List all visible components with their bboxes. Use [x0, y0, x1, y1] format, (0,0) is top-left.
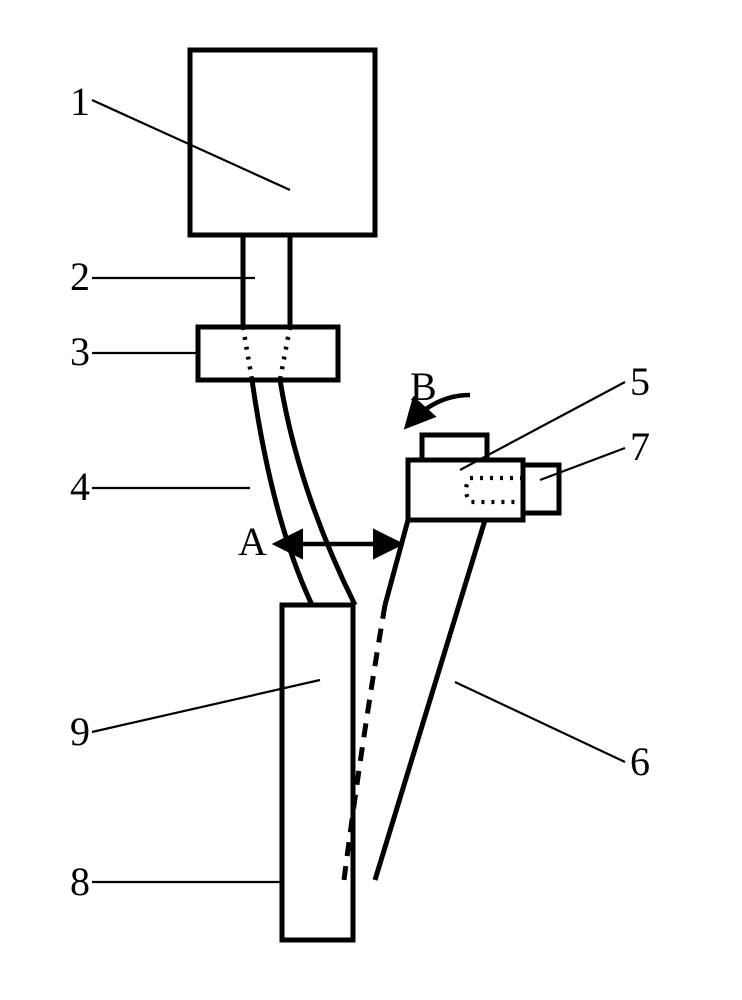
diagram-group: 1 2 3 4 5 6 7 8 9 A B [70, 50, 650, 940]
part-5-slot [466, 478, 523, 502]
label-n5: 5 [630, 359, 650, 404]
part-8-plate [282, 605, 353, 940]
annotation-B-label: B [410, 364, 437, 409]
label-n8: 8 [70, 859, 90, 904]
part-3-collar [198, 327, 338, 380]
part-3-dotted-left [243, 327, 252, 380]
diagram-canvas: 1 2 3 4 5 6 7 8 9 A B [0, 0, 742, 1000]
label-n4: 4 [70, 464, 90, 509]
part-1-block [190, 50, 375, 235]
leader-n6 [455, 682, 625, 762]
label-n6: 6 [630, 739, 650, 784]
part-3-dotted-right [280, 327, 290, 380]
part-4-curve-right [280, 380, 355, 605]
part-4-curve-left [252, 380, 312, 605]
part-5-body [408, 460, 523, 520]
part-5-top [422, 435, 487, 460]
part-7-block [523, 465, 559, 513]
label-n2: 2 [70, 254, 90, 299]
part-6-upper [385, 520, 408, 605]
part-6-hidden [344, 605, 385, 880]
label-n9: 9 [70, 709, 90, 754]
label-n3: 3 [70, 329, 90, 374]
label-n1: 1 [70, 79, 90, 124]
label-n7: 7 [630, 424, 650, 469]
leader-n9 [92, 680, 320, 732]
annotation-A-label: A [238, 519, 267, 564]
